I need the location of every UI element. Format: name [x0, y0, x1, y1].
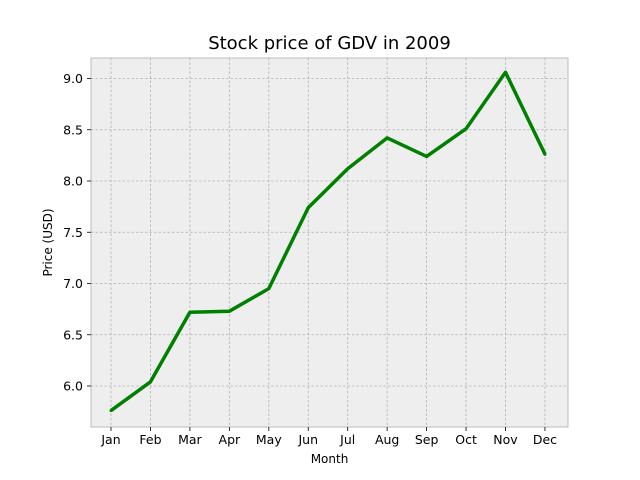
- x-tick-label: Mar: [178, 432, 202, 447]
- data-point: [267, 287, 271, 291]
- y-tick-label: 6.0: [63, 379, 83, 394]
- x-tick-label: Jun: [297, 432, 318, 447]
- data-point: [385, 136, 389, 140]
- series-line: [109, 70, 547, 413]
- y-tick-label: 8.0: [63, 174, 83, 189]
- x-tick-label: Oct: [455, 432, 477, 447]
- x-axis-label: Month: [311, 452, 349, 466]
- x-tick-label: Aug: [375, 432, 399, 447]
- x-tick-label: Jul: [339, 432, 355, 447]
- data-point: [425, 154, 429, 158]
- data-point: [306, 206, 310, 210]
- data-point: [543, 152, 547, 156]
- x-tick-label: Dec: [533, 432, 557, 447]
- y-tick-label: 8.5: [63, 122, 83, 137]
- data-point: [188, 310, 192, 314]
- y-axis-label: Price (USD): [41, 208, 55, 276]
- y-tick-label: 9.0: [63, 71, 83, 86]
- y-tick-label: 7.0: [63, 276, 83, 291]
- x-tick-label: Sep: [415, 432, 439, 447]
- x-tick-label: Jan: [100, 432, 120, 447]
- data-point: [227, 309, 231, 313]
- data-point: [346, 167, 350, 171]
- y-tick-label: 6.5: [63, 327, 83, 342]
- y-tick-label: 7.5: [63, 225, 83, 240]
- data-point: [464, 127, 468, 131]
- plot-area: [90, 57, 569, 428]
- grid-lines: [91, 58, 568, 427]
- x-tick-label: Nov: [493, 432, 518, 447]
- data-point: [109, 409, 113, 413]
- data-point: [504, 70, 507, 74]
- x-tick-label: May: [256, 432, 282, 447]
- chart-title: Stock price of GDV in 2009: [208, 33, 451, 54]
- x-tick-label: Feb: [139, 432, 161, 447]
- axis-ticks: Jan Feb Mar Apr May Jun Jul Aug Sep Oct Nov Dec 6.0 6…: [63, 71, 557, 447]
- data-point: [148, 380, 152, 384]
- data-series: [109, 70, 547, 413]
- x-tick-label: Apr: [219, 432, 241, 447]
